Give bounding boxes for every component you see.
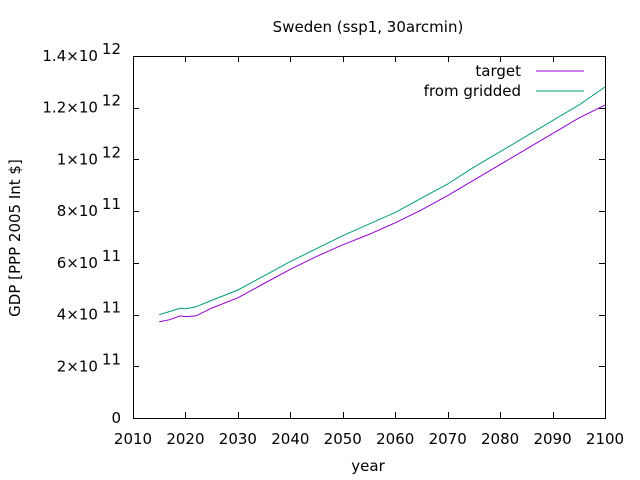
plot-frame (133, 56, 606, 419)
y-tick-label: 1.4×10 12 (42, 40, 121, 65)
x-tick-labels: 2010 2020 2030 2040 2050 2060 2070 2080 2090 2100 (114, 430, 624, 448)
y-tick-label: 1×10 12 (57, 143, 121, 168)
x-tick-label: 2060 (376, 430, 414, 448)
y-tick-labels: 0 2×10 11 4×10 11 6×10 11 8×10 11 1×10 12 1.2×10 12 1… (42, 40, 121, 427)
legend-label: from gridded (424, 82, 521, 100)
x-axis-label: year (351, 457, 385, 475)
y-tick-label: 0 (111, 409, 121, 427)
y-axis-label: GDP [PPP 2005 Int $] (6, 159, 24, 317)
y-tick-label: 4×10 11 (57, 299, 121, 324)
series-line (159, 104, 606, 323)
chart-title: Sweden (ssp1, 30arcmin) (273, 18, 464, 36)
legend: target from gridded (424, 62, 584, 100)
x-tick-label: 2100 (586, 430, 624, 448)
x-tick-label: 2090 (533, 430, 571, 448)
x-tick-label: 2010 (114, 430, 152, 448)
axis-ticks (133, 56, 606, 419)
x-tick-label: 2070 (429, 430, 467, 448)
series-line (159, 86, 606, 316)
x-tick-label: 2030 (219, 430, 257, 448)
x-tick-label: 2040 (271, 430, 309, 448)
x-tick-label: 2050 (324, 430, 362, 448)
x-tick-label: 2080 (481, 430, 519, 448)
y-tick-label: 1.2×10 12 (42, 92, 121, 117)
y-tick-label: 6×10 11 (57, 247, 121, 272)
legend-label: target (475, 62, 521, 80)
y-tick-label: 8×10 11 (57, 195, 121, 220)
x-tick-label: 2020 (166, 430, 204, 448)
y-tick-label: 2×10 11 (57, 350, 121, 375)
series-lines (159, 86, 606, 323)
